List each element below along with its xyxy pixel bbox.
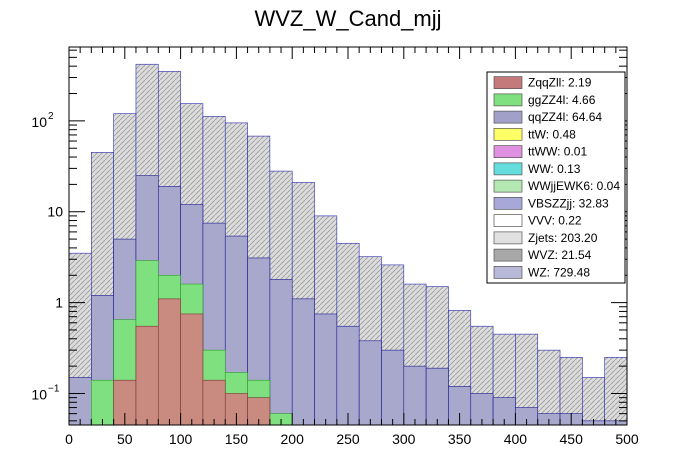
legend-swatch (493, 231, 523, 245)
bar-wz_total-23 (582, 377, 605, 426)
legend-label: WZ: 729.48 (528, 265, 590, 279)
bar-ggzz4l-1 (91, 379, 114, 426)
legend-swatch (493, 266, 523, 279)
legend-swatch (493, 145, 523, 158)
bar-wz_lower-16 (425, 367, 449, 426)
x-tick-label: 200 (281, 431, 305, 447)
y-tick-label: 1 (55, 295, 63, 311)
bar-wz_lower-11 (314, 313, 338, 426)
x-tick-label: 150 (225, 431, 249, 447)
bar-zqqzll-3 (135, 325, 159, 426)
legend: ZqqZll: 2.19 ggZZ4l: 4.66 qqZZ4l: 64.64 ttW… (486, 71, 626, 284)
legend-label: ggZZ4l: 4.66 (528, 93, 596, 107)
y-tick-exponent: 2 (48, 111, 54, 122)
legend-label: qqZZ4l: 64.64 (528, 110, 602, 124)
legend-swatch (493, 248, 523, 262)
legend-swatch (493, 214, 523, 227)
x-tick-label: 500 (615, 431, 639, 447)
legend-swatch (493, 110, 523, 124)
bar-wz_lower-12 (336, 325, 360, 426)
legend-box (486, 71, 626, 284)
legend-label: ttW: 0.48 (528, 127, 576, 141)
bar-zqqzll-6 (202, 379, 226, 426)
legend-label: WVZ: 21.54 (528, 248, 592, 262)
x-tick-label: 0 (65, 431, 73, 447)
bar-wz_total-24 (604, 357, 628, 426)
bar-zqqzll-5 (180, 313, 204, 426)
x-tick-label: 450 (560, 431, 584, 447)
y-tick-exponent: −1 (48, 383, 60, 394)
x-tick-label: 400 (504, 431, 528, 447)
legend-swatch (493, 162, 523, 176)
y-tick-label: 10 (47, 204, 63, 220)
legend-swatch (493, 76, 523, 89)
legend-swatch (493, 128, 523, 141)
histogram-bars (68, 63, 628, 426)
chart-title: WVZ_W_Cand_mjj (254, 6, 441, 31)
x-tick-label: 250 (336, 431, 360, 447)
y-tick-label: 10 (31, 114, 47, 130)
bar-zqqzll-4 (157, 298, 181, 426)
legend-swatch (493, 93, 523, 107)
bar-wz_lower-13 (358, 340, 382, 426)
legend-label: ttWW: 0.01 (528, 145, 587, 159)
bar-wz_lower-0 (68, 377, 92, 426)
legend-label: Zjets: 203.20 (528, 231, 598, 245)
legend-label: WW: 0.13 (528, 162, 581, 176)
x-tick-label: 100 (169, 431, 193, 447)
x-tick-label: 350 (448, 431, 472, 447)
x-tick-label: 300 (392, 431, 416, 447)
bar-wz_lower-9 (269, 279, 293, 426)
legend-label: VVV: 0.22 (528, 214, 582, 228)
bar-wz_lower-15 (403, 365, 427, 426)
legend-swatch (493, 179, 523, 193)
bar-wz_lower-10 (291, 298, 315, 426)
bar-wz_lower-14 (381, 349, 405, 426)
legend-label: WWjjEWK6: 0.04 (528, 179, 620, 193)
legend-swatch (493, 197, 523, 210)
legend-label: ZqqZll: 2.19 (528, 76, 592, 90)
y-tick-label: 10 (31, 386, 47, 402)
legend-label: VBSZZjj: 32.83 (528, 196, 609, 210)
x-tick-label: 50 (117, 431, 133, 447)
